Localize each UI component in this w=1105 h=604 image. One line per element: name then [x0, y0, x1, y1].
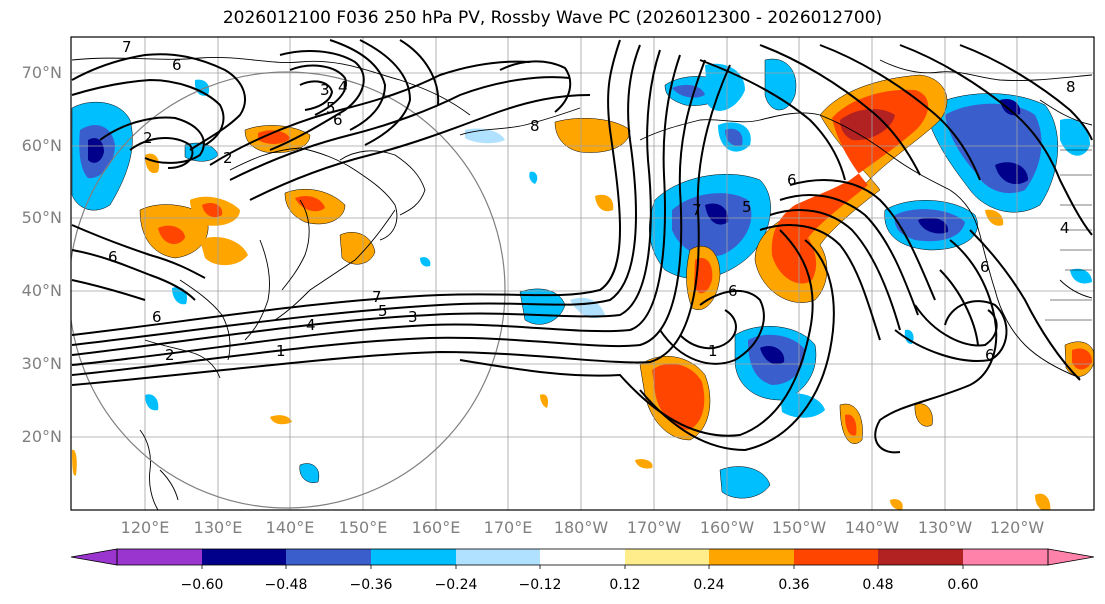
lat-label: 60°N [21, 136, 62, 155]
contour-label: 6 [172, 56, 182, 74]
colorbar-tick-label: 0.36 [778, 577, 810, 593]
lat-label: 30°N [21, 354, 62, 373]
contour-label: 5 [326, 99, 336, 117]
lon-label: 160°W [699, 518, 755, 537]
colorbar-tick-label: 0.24 [693, 577, 725, 593]
contour-label: 1 [276, 342, 286, 360]
lat-label: 40°N [21, 281, 62, 300]
contour-label: 3 [320, 81, 330, 99]
lat-label: 70°N [21, 63, 62, 82]
contour-label: 7 [692, 201, 702, 219]
contour-label: 6 [980, 258, 990, 276]
contour-label: 7 [372, 288, 382, 306]
gridlines [71, 37, 1094, 510]
colorbar-outline [116, 548, 1049, 566]
colorbar-segment [456, 549, 540, 565]
contour-label: 2 [165, 346, 175, 364]
colorbar-segment [878, 549, 963, 565]
contour-label: 1 [708, 342, 718, 360]
contour-label: 4 [338, 78, 348, 96]
map-title: 2026012100 F036 250 hPa PV, Rossby Wave … [222, 8, 883, 28]
colorbar-segment [371, 549, 456, 565]
range-circle [71, 71, 506, 509]
lon-label: 130°W [917, 518, 973, 537]
colorbar-tick-label: −0.48 [264, 577, 308, 593]
colorbar-segment [286, 549, 371, 565]
lon-label: 150°E [338, 518, 388, 537]
lon-label: 150°W [771, 518, 827, 537]
contour-label: 3 [408, 308, 418, 326]
lon-label: 140°E [265, 518, 315, 537]
colorbar-segment [963, 549, 1048, 565]
contour-label: 7 [122, 38, 132, 56]
colorbar-arrow-left [70, 548, 118, 566]
anomaly-shading [71, 58, 1094, 510]
contour-label: 4 [306, 316, 316, 334]
colorbar-tick-label: 0.12 [609, 577, 641, 593]
colorbar-tick-label: −0.36 [349, 577, 393, 593]
contour-label: 6 [152, 308, 162, 326]
lon-label: 120°E [120, 518, 170, 537]
lon-label: 180°W [553, 518, 609, 537]
lat-label: 20°N [21, 427, 62, 446]
contour-label: 6 [333, 111, 343, 129]
colorbar-tick-label: −0.24 [434, 577, 478, 593]
contour-label: 5 [742, 198, 752, 216]
colorbar-segment [625, 549, 709, 565]
colorbar-segment [794, 549, 878, 565]
colorbar-segment [202, 549, 286, 565]
colorbar-segment [540, 549, 625, 565]
contour-label: 5 [378, 302, 388, 320]
lon-label: 130°E [193, 518, 243, 537]
pv-contours [71, 39, 1093, 454]
contour-label: 8 [1066, 78, 1076, 96]
contour-labels: 7 6 2 3 4 5 6 2 6 7 5 3 4 1 2 6 1 6 5 7 … [108, 38, 1076, 364]
colorbar-tick-label: 0.60 [947, 577, 979, 593]
lat-label: 50°N [21, 208, 62, 227]
contour-label: 6 [985, 346, 995, 364]
coastlines [71, 57, 1093, 510]
contour-label: 6 [728, 282, 738, 300]
lon-label: 120°W [989, 518, 1045, 537]
colorbar-tick-label: 0.48 [862, 577, 894, 593]
contour-label: 8 [530, 117, 540, 135]
contour-label: 6 [787, 171, 797, 189]
colorbar-tick-label: −0.60 [180, 577, 224, 593]
contour-label: 6 [108, 248, 118, 266]
colorbar-tick-label: −0.12 [518, 577, 562, 593]
contour-label: 4 [1060, 219, 1070, 237]
plot-frame [70, 36, 1095, 511]
lon-label: 140°W [844, 518, 900, 537]
lon-label: 170°E [483, 518, 533, 537]
colorbar-arrow-right [1047, 548, 1095, 566]
colorbar-segment [117, 549, 202, 565]
colorbar-segment [709, 549, 794, 565]
colorbar [70, 548, 1095, 569]
contour-label: 2 [223, 149, 233, 167]
lon-label: 170°W [626, 518, 682, 537]
contour-label: 2 [143, 129, 153, 147]
lon-label: 160°E [411, 518, 461, 537]
